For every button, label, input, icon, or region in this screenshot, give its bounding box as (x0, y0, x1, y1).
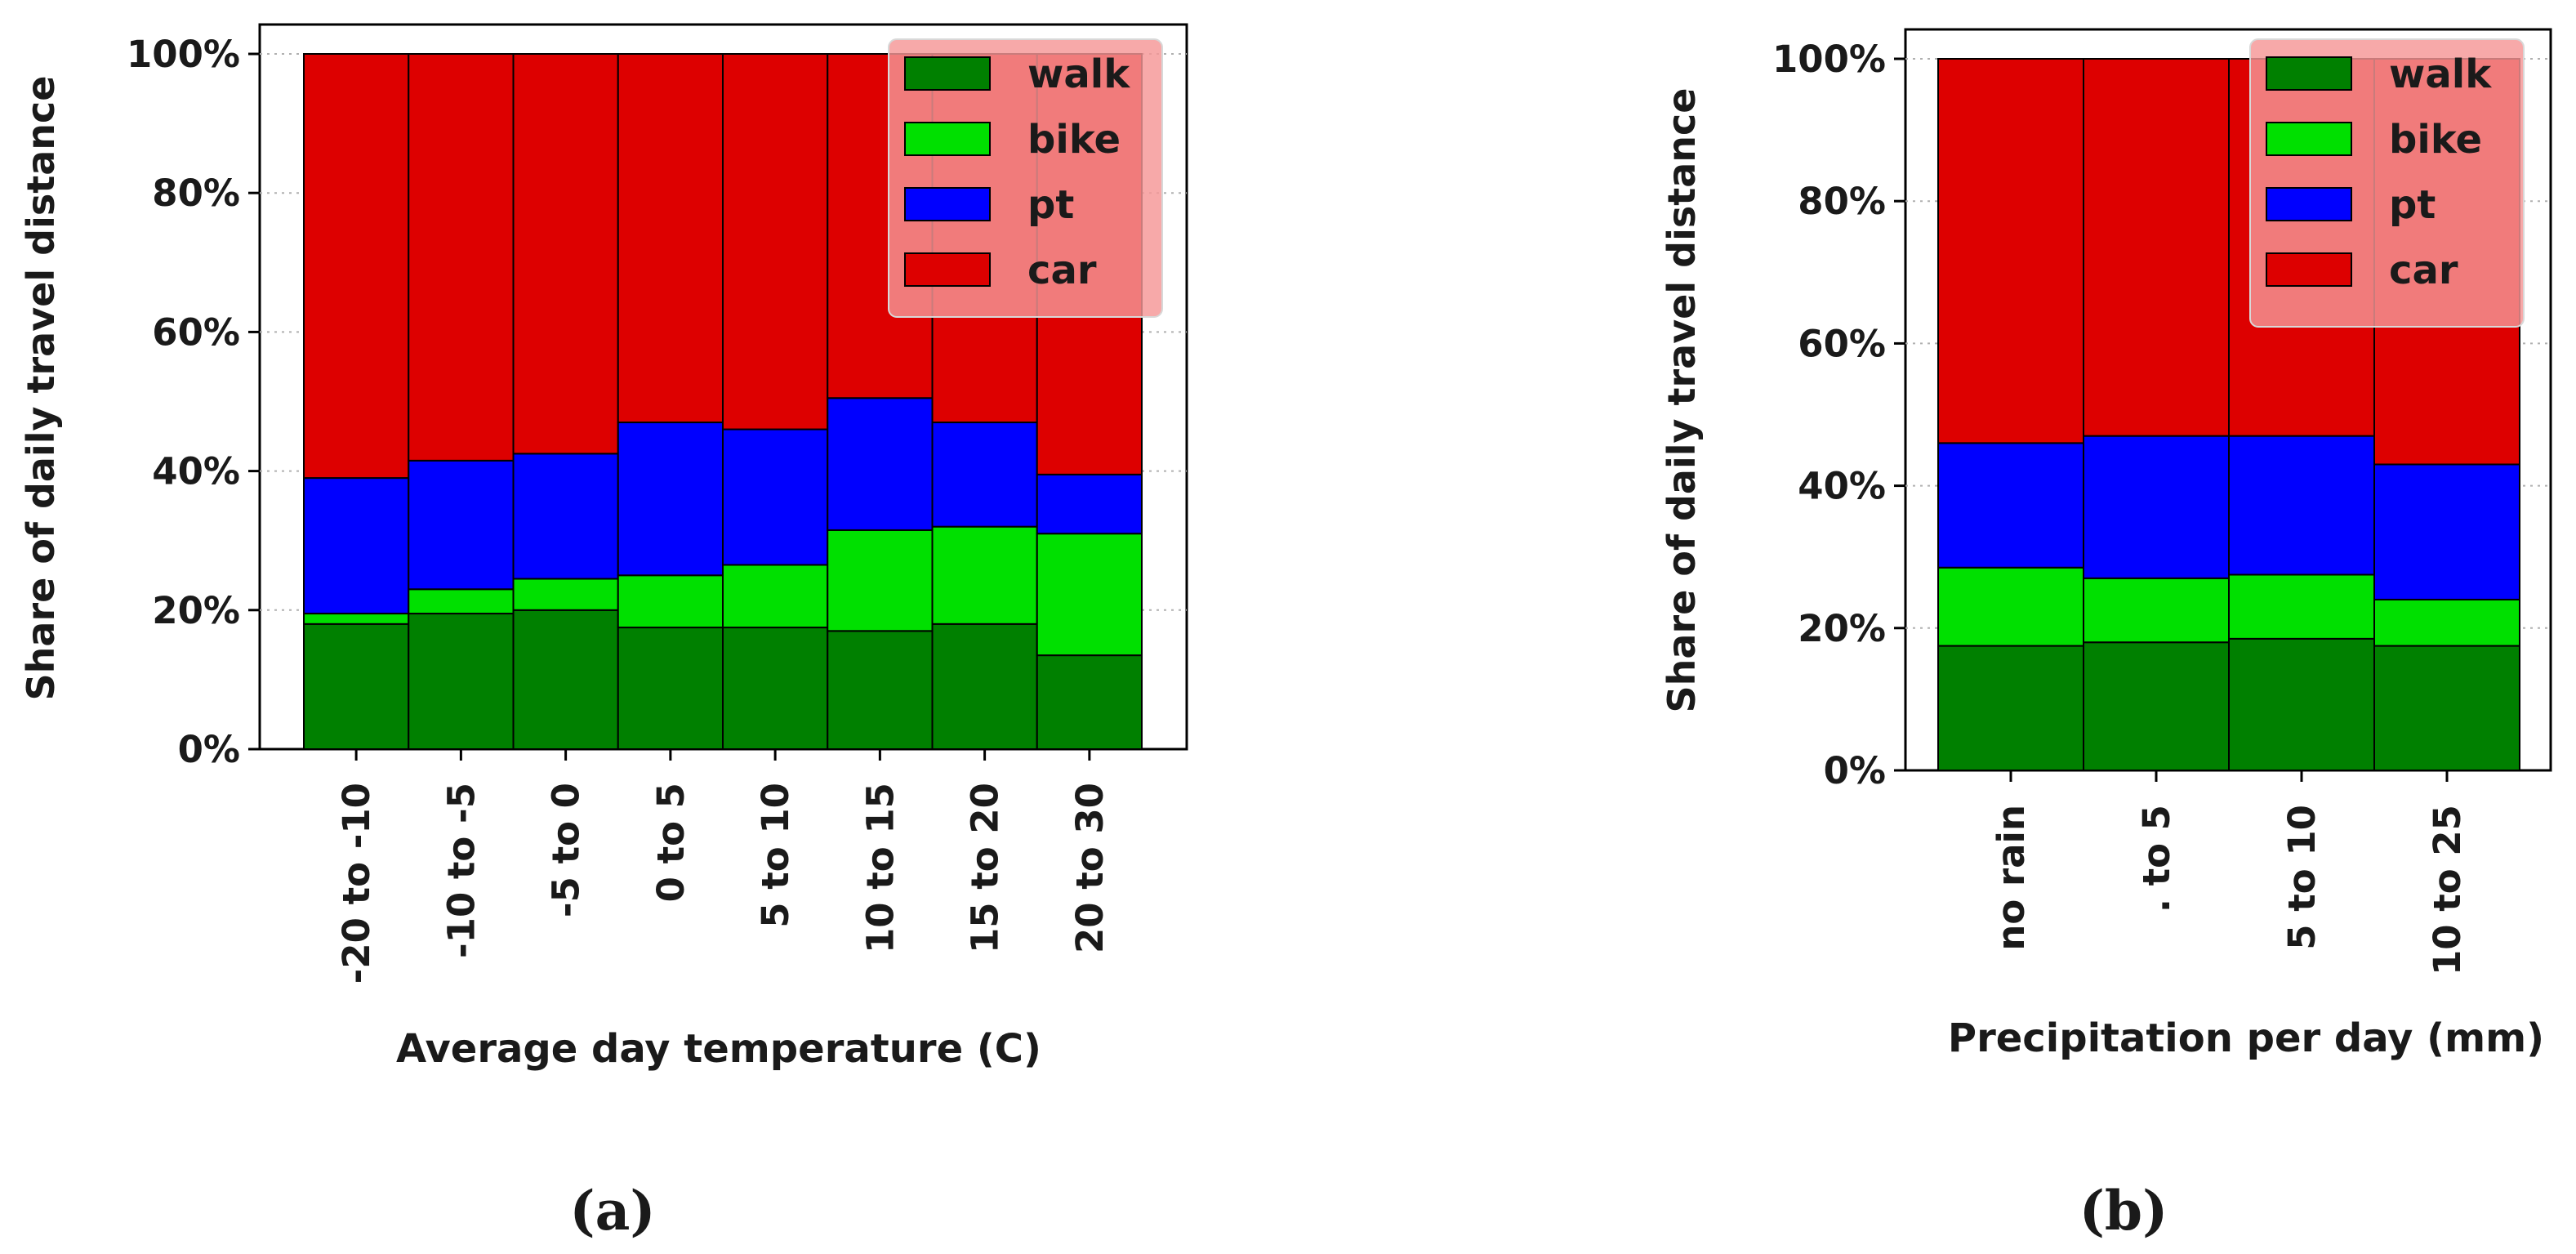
x-tick-label: -5 to 0 (545, 783, 588, 917)
legend-label-walk: walk (2389, 51, 2492, 97)
x-tick-label: -20 to -10 (335, 783, 378, 984)
y-axis-label: Share of daily travel distance (19, 76, 63, 701)
bar-pt-4 (722, 428, 829, 566)
bar-pt-5 (827, 397, 934, 531)
bar-walk-1 (408, 613, 515, 750)
legend-swatch-pt (904, 187, 991, 221)
y-tick-label: 60% (152, 310, 240, 354)
y-tick-label: 40% (152, 450, 240, 493)
bar-pt-2 (2228, 435, 2375, 576)
bar-pt-1 (408, 459, 515, 591)
legend-label-car: car (2389, 248, 2458, 293)
bar-car-4 (722, 53, 829, 431)
bar-walk-6 (931, 623, 1038, 750)
x-tick-label: 5 to 10 (2280, 805, 2324, 950)
legend-label-car: car (1027, 248, 1097, 293)
bar-car-0 (1937, 58, 2084, 444)
legend-swatch-bike (904, 122, 991, 156)
y-tick-label: 0% (1824, 749, 1886, 792)
x-tick-label: 5 to 10 (754, 783, 797, 928)
chart-panel-a: 0% 20% 40% 60% 80% 100% -20 to -10 -10 to -5 -5 … (19, 23, 1188, 1243)
bar-walk-5 (827, 630, 934, 751)
bar-pt-0 (303, 477, 410, 615)
bar-car-1 (408, 53, 515, 462)
bar-walk-2 (2228, 637, 2375, 771)
y-axis-label: Share of daily travel distance (1660, 88, 1704, 713)
y-tick-label: 60% (1798, 322, 1886, 365)
y-tick-label: 0% (178, 728, 240, 771)
bar-pt-3 (617, 422, 724, 577)
bar-bike-4 (722, 564, 829, 629)
bar-car-3 (617, 53, 724, 424)
bar-bike-2 (2228, 573, 2375, 640)
legend-swatch-walk (2266, 56, 2352, 91)
legend-swatch-walk (904, 56, 991, 91)
bar-bike-0 (1937, 566, 2084, 647)
bar-pt-7 (1036, 473, 1143, 535)
bar-bike-6 (931, 525, 1038, 625)
bar-bike-2 (512, 578, 619, 611)
x-axis-label: Average day temperature (C) (396, 1026, 1041, 1072)
bar-bike-0 (303, 613, 410, 625)
legend-label-bike: bike (2389, 117, 2482, 163)
bar-walk-3 (617, 627, 724, 751)
legend-swatch-pt (2266, 187, 2352, 221)
legend-label-walk: walk (1027, 51, 1130, 97)
bar-pt-6 (931, 422, 1038, 528)
x-tick-label: . to 5 (2135, 805, 2178, 913)
bar-walk-1 (2083, 641, 2230, 771)
bar-walk-2 (512, 609, 619, 750)
y-tick-label: 20% (1798, 607, 1886, 650)
bar-pt-2 (512, 453, 619, 580)
legend-swatch-bike (2266, 122, 2352, 156)
chart-panel-b: 0% 20% 40% 60% 80% 100% no rain . to 5 5 to 10 10… (1660, 28, 2552, 1243)
bar-pt-1 (2083, 435, 2230, 579)
y-tick-label: 100% (127, 33, 240, 76)
legend-box (888, 38, 1163, 318)
y-tick-label: 80% (152, 172, 240, 215)
legend-swatch-car (904, 252, 991, 287)
bar-bike-1 (2083, 577, 2230, 644)
bar-walk-0 (1937, 645, 2084, 772)
x-tick-label: 10 to 25 (2426, 805, 2469, 975)
x-tick-label: 20 to 30 (1068, 783, 1112, 953)
x-axis-label: Precipitation per day (mm) (1948, 1015, 2544, 1061)
bar-pt-3 (2373, 463, 2520, 600)
bar-pt-0 (1937, 442, 2084, 569)
panel-caption: (a) (569, 1179, 655, 1243)
x-tick-label: 10 to 15 (858, 783, 902, 953)
bar-bike-3 (617, 574, 724, 629)
legend-label-bike: bike (1027, 117, 1121, 163)
legend: walk bike pt car (2249, 38, 2525, 328)
bar-walk-7 (1036, 654, 1143, 750)
y-tick-label: 100% (1772, 38, 1886, 81)
x-tick-label: no rain (1990, 805, 2033, 951)
panel-caption: (b) (2079, 1179, 2168, 1243)
legend-label-pt: pt (1027, 182, 1074, 228)
bar-car-0 (303, 53, 410, 480)
y-tick-label: 80% (1798, 180, 1886, 223)
bar-walk-4 (722, 627, 829, 751)
x-tick-label: 0 to 5 (649, 783, 693, 902)
bar-bike-3 (2373, 598, 2520, 647)
y-tick-label: 20% (152, 589, 240, 632)
bar-bike-5 (827, 529, 934, 632)
legend-label-pt: pt (2389, 182, 2436, 228)
x-tick-label: -10 to -5 (439, 783, 483, 958)
y-tick-label: 40% (1798, 465, 1886, 508)
bar-car-2 (512, 53, 619, 455)
bar-bike-1 (408, 588, 515, 615)
bar-walk-3 (2373, 645, 2520, 772)
legend-swatch-car (2266, 252, 2352, 287)
bar-walk-0 (303, 623, 410, 750)
bar-bike-7 (1036, 533, 1143, 657)
bar-car-1 (2083, 58, 2230, 437)
x-tick-label: 15 to 20 (964, 783, 1007, 953)
legend: walk bike pt car (888, 38, 1163, 318)
